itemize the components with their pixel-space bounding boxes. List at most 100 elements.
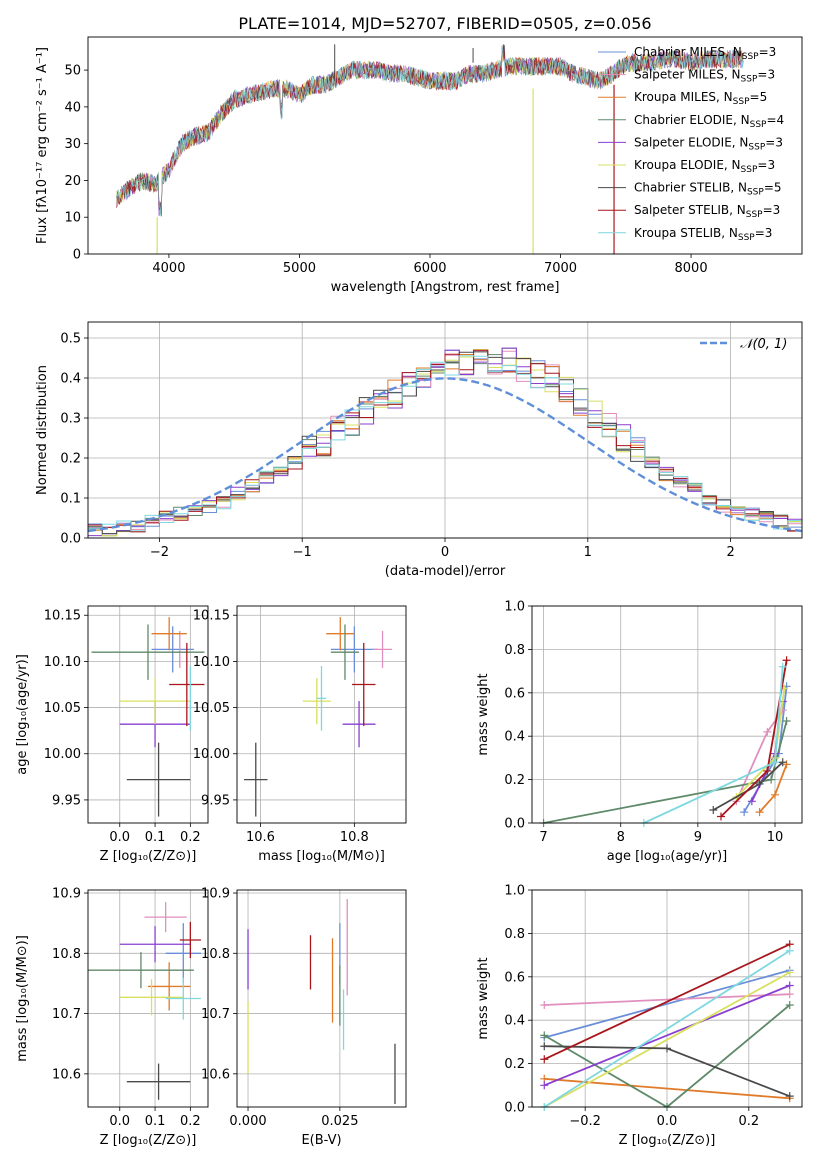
plus-marker bbox=[771, 790, 779, 799]
legend-label: Kroupa STELIB, NSSP=3 bbox=[634, 226, 772, 243]
legend-label: Kroupa ELODIE, NSSP=3 bbox=[634, 158, 775, 175]
y-tick-label: 10.10 bbox=[44, 655, 81, 670]
x-tick-label: 0.2 bbox=[180, 1114, 201, 1129]
y-tick-label: 10.15 bbox=[44, 609, 81, 624]
x-tick-label: 0.0 bbox=[109, 830, 130, 845]
y-tick-label: 0.2 bbox=[504, 1057, 525, 1072]
plus-marker bbox=[540, 1055, 549, 1064]
y-tick-label: 10.15 bbox=[193, 609, 230, 624]
x-tick-label: 9 bbox=[694, 830, 702, 845]
x-tick-label: 7 bbox=[539, 830, 547, 845]
plot-area bbox=[88, 902, 201, 1100]
data-point-8 bbox=[352, 642, 376, 727]
y-tick-label: 10.05 bbox=[193, 701, 230, 716]
x-tick-label: −0.2 bbox=[569, 1114, 601, 1129]
plot-area bbox=[116, 43, 744, 254]
y-tick-label: 0.4 bbox=[504, 730, 525, 745]
axes-frame bbox=[87, 605, 209, 824]
data-point-2 bbox=[373, 630, 392, 668]
plot-area bbox=[539, 656, 791, 827]
plus-marker bbox=[709, 805, 718, 814]
x-tick-label: 4000 bbox=[152, 261, 185, 276]
plus-marker bbox=[785, 1001, 794, 1010]
x-tick-label: 8 bbox=[617, 830, 625, 845]
data-point-7 bbox=[126, 742, 191, 817]
plot-area bbox=[540, 940, 794, 1111]
y-axis-label: mass weight bbox=[476, 957, 491, 1039]
axes-frame bbox=[87, 321, 803, 539]
plus-marker bbox=[782, 717, 791, 726]
plus-marker bbox=[778, 662, 787, 671]
x-tick-label: 0.1 bbox=[145, 1114, 166, 1129]
y-tick-label: 10.05 bbox=[44, 701, 81, 716]
y-tick-label: 0.0 bbox=[504, 1101, 525, 1116]
panel-8: −0.2 0.0 0.2 0.0 0.2 0.4 0.6 0.8 1.0 Z [log₁₀(Z/Z… bbox=[476, 884, 803, 1148]
panel-5: 7 8 9 10 0.0 0.2 0.4 0.6 0.8 1.0 age [log₁₀(age/yr… bbox=[476, 600, 803, 864]
data-point-5 bbox=[119, 926, 191, 963]
legend-label: Chabrier ELODIE, NSSP=4 bbox=[634, 113, 784, 130]
y-tick-label: 10.6 bbox=[52, 1067, 81, 1082]
y-tick-label: 9.95 bbox=[201, 793, 230, 808]
plus-marker bbox=[540, 1001, 549, 1010]
figure-title: PLATE=1014, MJD=52707, FIBERID=0505, z=0… bbox=[238, 14, 651, 33]
plot-area bbox=[87, 347, 803, 537]
axes-frame bbox=[236, 605, 407, 824]
y-tick-label: 0 bbox=[73, 248, 81, 263]
normal-curve bbox=[87, 377, 803, 533]
data-point-8 bbox=[169, 642, 205, 727]
y-axis-label: Normed distribution bbox=[35, 365, 50, 495]
y-tick-label: 0.3 bbox=[60, 412, 81, 427]
x-axis-label: wavelength [Angstrom, rest frame] bbox=[331, 280, 560, 295]
y-tick-label: 30 bbox=[64, 137, 81, 152]
y-axis-label: Flux [fλ10⁻¹⁷ erg cm⁻² s⁻¹ A⁻¹] bbox=[35, 47, 50, 244]
data-point-3 bbox=[326, 617, 355, 651]
x-tick-label: 10 bbox=[767, 830, 784, 845]
y-axis-label: mass weight bbox=[476, 673, 491, 755]
y-tick-label: 50 bbox=[64, 64, 81, 79]
axes-frame bbox=[87, 889, 209, 1108]
data-point-9 bbox=[316, 666, 327, 731]
axes-frame bbox=[531, 889, 803, 1108]
data-point-2 bbox=[144, 902, 187, 933]
y-tick-label: 0.8 bbox=[504, 927, 525, 942]
y-tick-label: 10.8 bbox=[201, 947, 230, 962]
y-tick-label: 0.0 bbox=[504, 817, 525, 832]
plus-marker bbox=[540, 1042, 549, 1051]
plus-marker bbox=[785, 946, 794, 955]
x-tick-label: 0 bbox=[441, 545, 449, 560]
plot-area bbox=[247, 899, 396, 1104]
panel-4: 10.6 10.8 9.95 10.00 10.05 10.10 10.15 mass [lo… bbox=[193, 605, 407, 864]
plus-marker bbox=[763, 766, 772, 775]
legend-label: Chabrier MILES, NSSP=3 bbox=[634, 45, 776, 62]
plus-marker bbox=[782, 656, 791, 665]
plus-marker bbox=[540, 1031, 549, 1040]
data-point-6 bbox=[119, 678, 191, 725]
x-tick-label: 5000 bbox=[283, 261, 316, 276]
x-tick-label: 0.1 bbox=[145, 830, 166, 845]
spectrum-series-8 bbox=[116, 44, 744, 214]
legend-label: Salpeter MILES, NSSP=3 bbox=[634, 68, 775, 85]
plus-marker bbox=[782, 760, 791, 769]
x-tick-label: 0.0 bbox=[109, 1114, 130, 1129]
y-tick-label: 0.2 bbox=[60, 452, 81, 467]
y-tick-label: 10.6 bbox=[201, 1067, 230, 1082]
panel-3: 0.0 0.1 0.2 9.95 10.00 10.05 10.10 10.15 Z [log₁… bbox=[15, 605, 209, 864]
x-axis-label: Z [log₁₀(Z/Z⊙)] bbox=[100, 849, 197, 864]
mass-weight-series-5 bbox=[543, 984, 791, 1087]
y-tick-label: 1.0 bbox=[504, 600, 525, 615]
data-point-4 bbox=[88, 952, 194, 989]
data-point-7 bbox=[126, 1063, 191, 1100]
x-axis-label: Z [log₁₀(Z/Z⊙)] bbox=[619, 1133, 716, 1148]
data-point-3 bbox=[151, 617, 187, 651]
mass-weight-series-8 bbox=[543, 943, 791, 1061]
x-tick-label: 0.2 bbox=[180, 830, 201, 845]
axes-frame bbox=[531, 605, 803, 824]
x-tick-label: −1 bbox=[293, 545, 312, 560]
plus-marker bbox=[755, 808, 764, 817]
spectrum-series-9 bbox=[116, 45, 744, 217]
y-tick-label: 10.00 bbox=[44, 747, 81, 762]
plus-marker bbox=[740, 808, 749, 817]
panel-2: −2 −1 0 1 2 0.0 0.1 0.2 0.3 0.4 0.5 (data-model)/er… bbox=[35, 321, 803, 579]
plus-marker bbox=[771, 758, 779, 767]
x-tick-label: 8000 bbox=[675, 261, 708, 276]
